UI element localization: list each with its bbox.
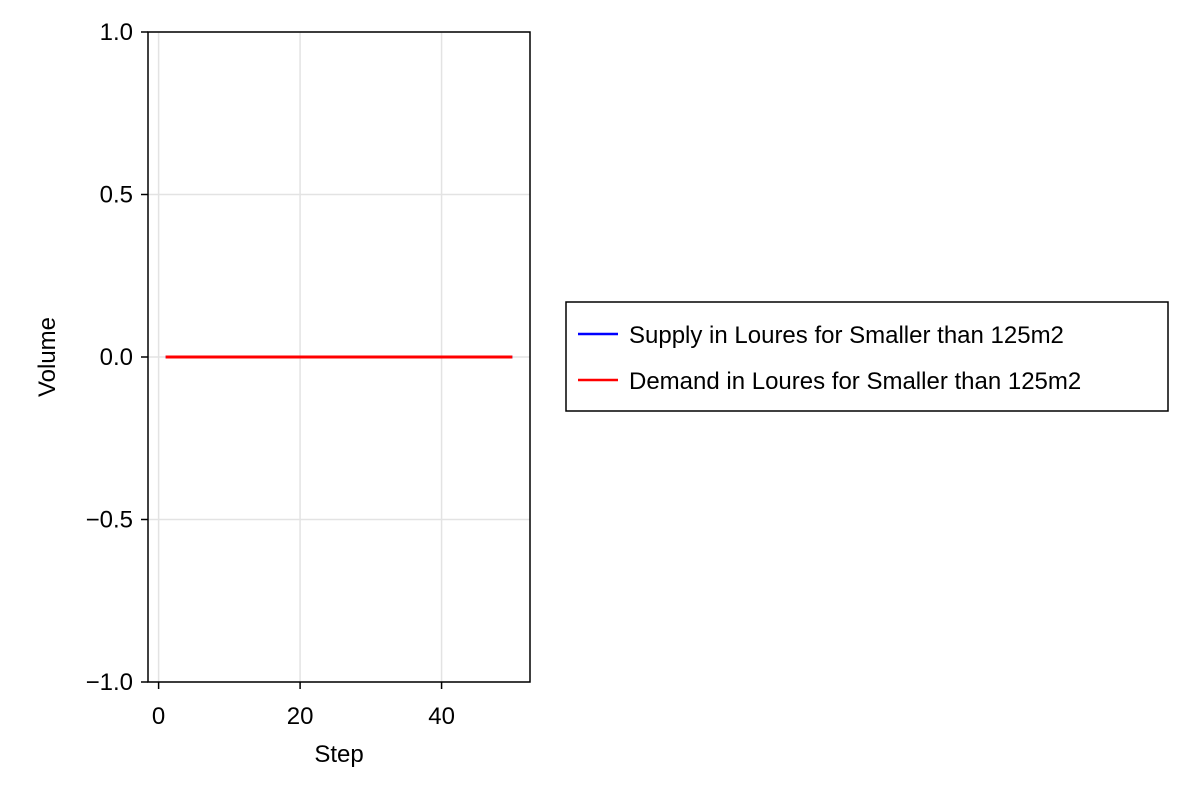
x-tick-label: 40	[428, 703, 455, 730]
legend-label-supply: Supply in Loures for Smaller than 125m2	[629, 322, 1064, 349]
legend-box	[565, 301, 1169, 412]
x-tick-label: 20	[287, 703, 314, 730]
y-tick-label: −0.5	[86, 507, 133, 534]
y-tick-label: 0.0	[100, 344, 133, 371]
y-tick-label: 1.0	[100, 19, 133, 46]
y-tick-label: 0.5	[100, 182, 133, 209]
y-axis-title: Volume	[34, 317, 61, 397]
x-axis-title: Step	[314, 741, 363, 768]
legend-label-demand: Demand in Loures for Smaller than 125m2	[629, 368, 1081, 395]
axis-ticks: 0 20 40 −1.0 −0.5 0.0 0.5 1.0	[86, 19, 455, 730]
x-tick-label: 0	[152, 703, 165, 730]
legend: Supply in Loures for Smaller than 125m2 …	[565, 301, 1169, 412]
y-tick-label: −1.0	[86, 669, 133, 696]
